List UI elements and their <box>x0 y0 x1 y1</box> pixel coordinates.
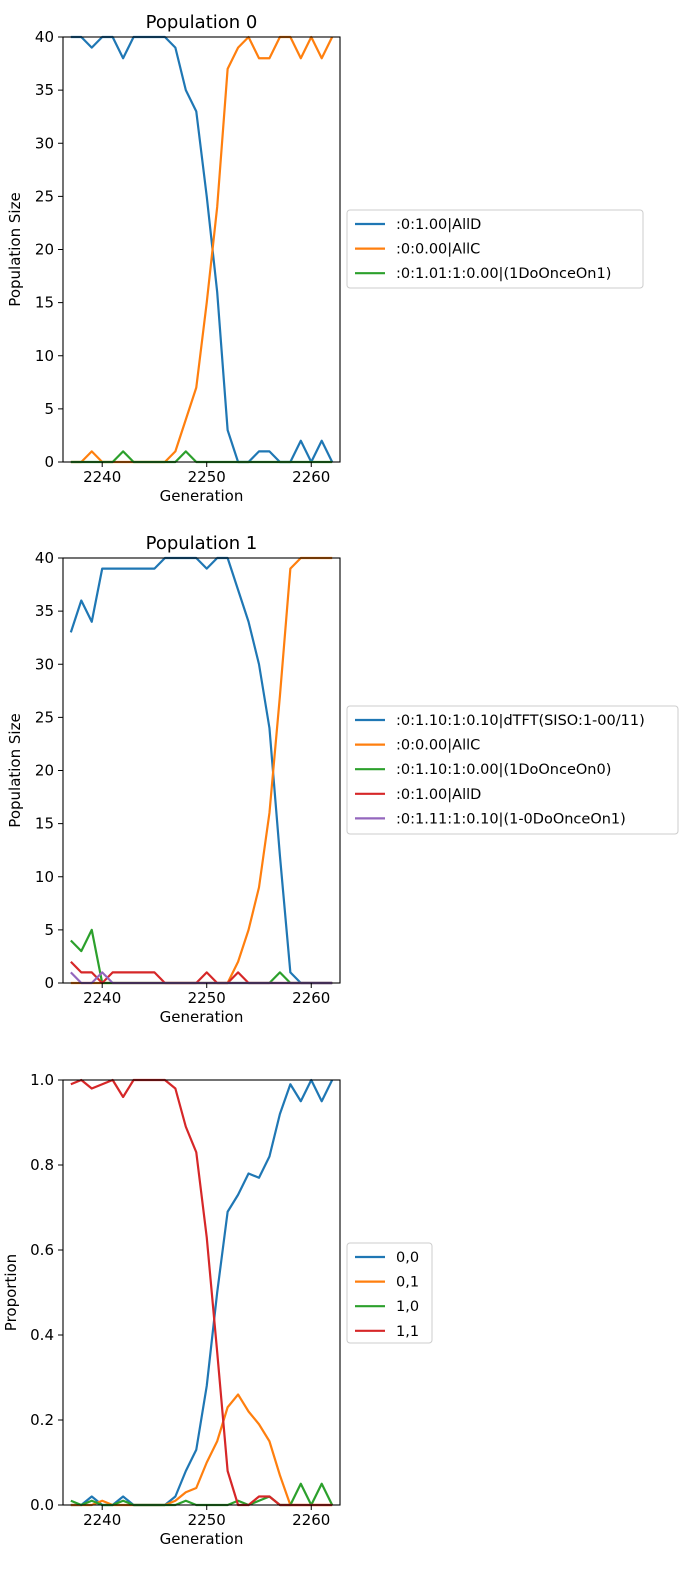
y-tick-label: 5 <box>44 921 54 939</box>
y-tick-label: 1.0 <box>30 1071 54 1089</box>
y-tick-label: 10 <box>35 347 54 365</box>
legend-label-2: :0:1.10:1:0.00|(1DoOnceOn0) <box>396 762 611 778</box>
y-tick-label: 35 <box>35 602 54 620</box>
axes-frame <box>62 557 341 984</box>
y-tick-label: 0.4 <box>30 1326 54 1344</box>
chart-panel-0: 2240 2250 2260 0 5 10 15 20 25 30 35 40 Population 0… <box>6 12 644 505</box>
y-tick-label: 20 <box>35 762 54 780</box>
legend-label-1: 0,1 <box>396 1275 419 1291</box>
y-axis-label: Population Size <box>6 192 24 306</box>
legend-label-3: :0:1.00|AllD <box>396 787 481 803</box>
legend: :0:1.10:1:0.10|dTFT(SISO:1-00/11) :0:0.00… <box>346 705 679 835</box>
legend-box <box>346 705 679 835</box>
legend-label-0: 0,0 <box>396 1250 419 1266</box>
legend-label-3: 1,1 <box>396 1324 419 1340</box>
legend-label-2: 1,0 <box>396 1299 419 1315</box>
legend-box <box>346 209 644 289</box>
x-tick-label: 2240 <box>83 989 121 1007</box>
y-tick-label: 0 <box>44 974 54 992</box>
legend-label-1: :0:0.00|AllC <box>396 242 480 258</box>
y-tick-label: 5 <box>44 400 54 418</box>
x-tick-label: 2240 <box>83 468 121 486</box>
legend: 0,0 0,1 1,0 1,1 <box>346 1242 433 1344</box>
legend-label-0: :0:1.00|AllD <box>396 217 481 233</box>
chart-title: Population 0 <box>146 12 258 33</box>
series-line-0 <box>70 1078 334 1507</box>
chart-panel-2: 2240 2250 2260 0.0 0.2 0.4 0.6 0.8 1.0 Generation… <box>2 1071 433 1548</box>
legend: :0:1.00|AllD :0:0.00|AllC :0:1.01:1:0.00|(… <box>346 209 644 289</box>
chart-title: Population 1 <box>146 533 258 554</box>
y-axis-label: Proportion <box>2 1254 20 1331</box>
legend-label-0: :0:1.10:1:0.10|dTFT(SISO:1-00/11) <box>396 713 645 729</box>
y-tick-label: 25 <box>35 708 54 726</box>
x-tick-label: 2250 <box>188 468 226 486</box>
x-axis-label: Generation <box>160 487 244 505</box>
series-line-1 <box>70 35 334 464</box>
y-tick-label: 25 <box>35 187 54 205</box>
y-tick-label: 0.8 <box>30 1156 54 1174</box>
series-line-1 <box>70 556 333 985</box>
y-tick-label: 35 <box>35 81 54 99</box>
legend-label-2: :0:1.01:1:0.00|(1DoOnceOn1) <box>396 266 611 282</box>
y-tick-label: 20 <box>35 241 54 259</box>
y-tick-label: 15 <box>35 815 54 833</box>
x-tick-label: 2250 <box>188 989 226 1007</box>
series-line-2 <box>70 1482 334 1507</box>
y-tick-label: 30 <box>35 134 54 152</box>
x-tick-label: 2250 <box>188 1511 226 1529</box>
y-tick-label: 0 <box>44 453 54 471</box>
chart-panel-1: 2240 2250 2260 0 5 10 15 20 25 30 35 40 Population 1… <box>6 533 679 1026</box>
axes-frame <box>62 36 341 463</box>
legend-box <box>346 1242 433 1344</box>
y-tick-label: 40 <box>35 28 54 46</box>
y-tick-label: 0.6 <box>30 1241 54 1259</box>
series-line-0 <box>70 35 334 464</box>
series-line-3 <box>70 1078 333 1507</box>
legend-label-1: :0:0.00|AllC <box>396 738 480 754</box>
y-tick-label: 30 <box>35 655 54 673</box>
x-axis-label: Generation <box>160 1008 244 1026</box>
y-axis-label: Population Size <box>6 713 24 827</box>
x-axis-label: Generation <box>160 1530 244 1548</box>
y-tick-label: 10 <box>35 868 54 886</box>
legend-label-4: :0:1.11:1:0.10|(1-0DoOnceOn1) <box>396 811 626 827</box>
x-tick-label: 2260 <box>292 1511 330 1529</box>
x-tick-label: 2260 <box>292 468 330 486</box>
series-line-0 <box>69 556 333 985</box>
y-tick-label: 0.0 <box>30 1496 54 1514</box>
x-tick-label: 2260 <box>292 989 330 1007</box>
y-tick-label: 15 <box>35 294 54 312</box>
x-tick-label: 2240 <box>83 1511 121 1529</box>
series-line-1 <box>70 1393 333 1507</box>
y-tick-label: 40 <box>35 549 54 567</box>
y-tick-label: 0.2 <box>30 1411 54 1429</box>
axes-frame <box>62 1079 341 1506</box>
